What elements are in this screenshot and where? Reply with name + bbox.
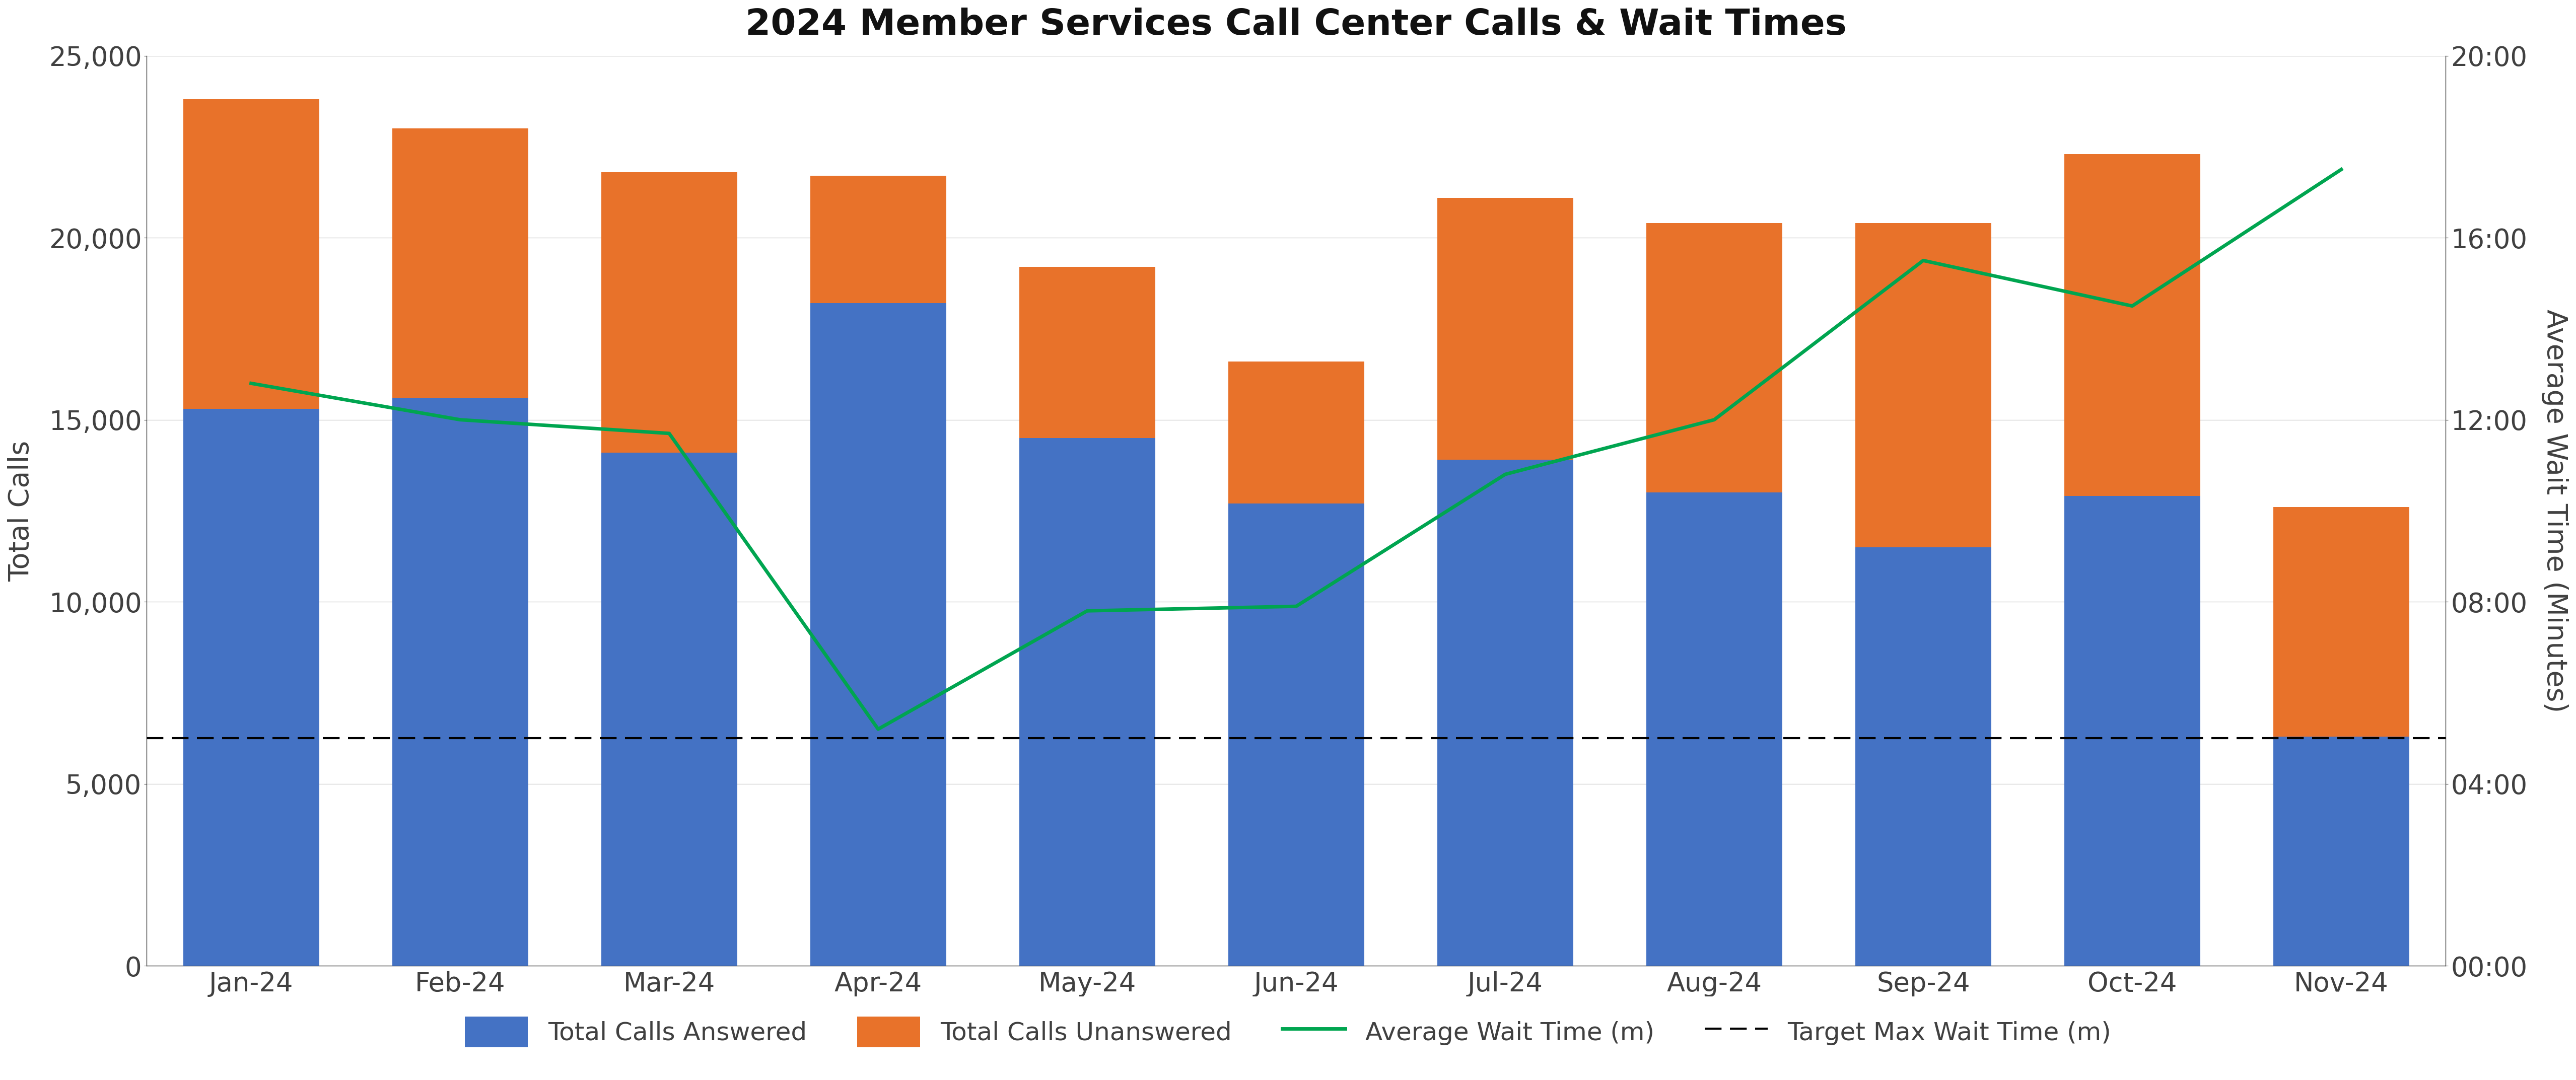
Bar: [2272, 508, 2409, 737]
Average Wait Time (m): [2117, 299, 2148, 312]
Y-axis label: Average Wait Time (Minutes): Average Wait Time (Minutes): [2543, 309, 2568, 713]
Average Wait Time (m): [863, 723, 894, 735]
Average Wait Time (m): [1489, 468, 1520, 481]
Bar: [2272, 737, 2409, 966]
Target Max Wait Time (m): [446, 732, 477, 745]
Y-axis label: Total Calls: Total Calls: [8, 441, 33, 581]
Bar: [392, 129, 528, 397]
Bar: [1229, 362, 1365, 503]
Bar: [600, 172, 737, 453]
Bar: [1646, 224, 1783, 492]
Average Wait Time (m): [2326, 163, 2357, 176]
Bar: [183, 99, 319, 409]
Bar: [183, 409, 319, 966]
Bar: [2063, 154, 2200, 496]
Average Wait Time (m): [1072, 605, 1103, 618]
Bar: [392, 397, 528, 966]
Bar: [1020, 438, 1154, 966]
Bar: [2063, 496, 2200, 966]
Bar: [1855, 548, 1991, 966]
Bar: [1229, 503, 1365, 966]
Bar: [1855, 224, 1991, 548]
Average Wait Time (m): [1909, 254, 1940, 267]
Average Wait Time (m): [654, 427, 685, 440]
Average Wait Time (m): [1698, 414, 1728, 427]
Average Wait Time (m): [1280, 599, 1311, 612]
Legend: Total Calls Answered, Total Calls Unanswered, Average Wait Time (m), Target Max : Total Calls Answered, Total Calls Unansw…: [446, 997, 2130, 1067]
Bar: [811, 303, 945, 966]
Average Wait Time (m): [234, 377, 265, 390]
Bar: [811, 176, 945, 303]
Line: Average Wait Time (m): Average Wait Time (m): [250, 170, 2342, 729]
Average Wait Time (m): [446, 414, 477, 427]
Target Max Wait Time (m): [234, 732, 265, 745]
Title: 2024 Member Services Call Center Calls & Wait Times: 2024 Member Services Call Center Calls &…: [744, 8, 1847, 42]
Bar: [1437, 198, 1574, 460]
Bar: [1437, 460, 1574, 966]
Bar: [1646, 492, 1783, 966]
Bar: [600, 453, 737, 966]
Bar: [1020, 267, 1154, 438]
